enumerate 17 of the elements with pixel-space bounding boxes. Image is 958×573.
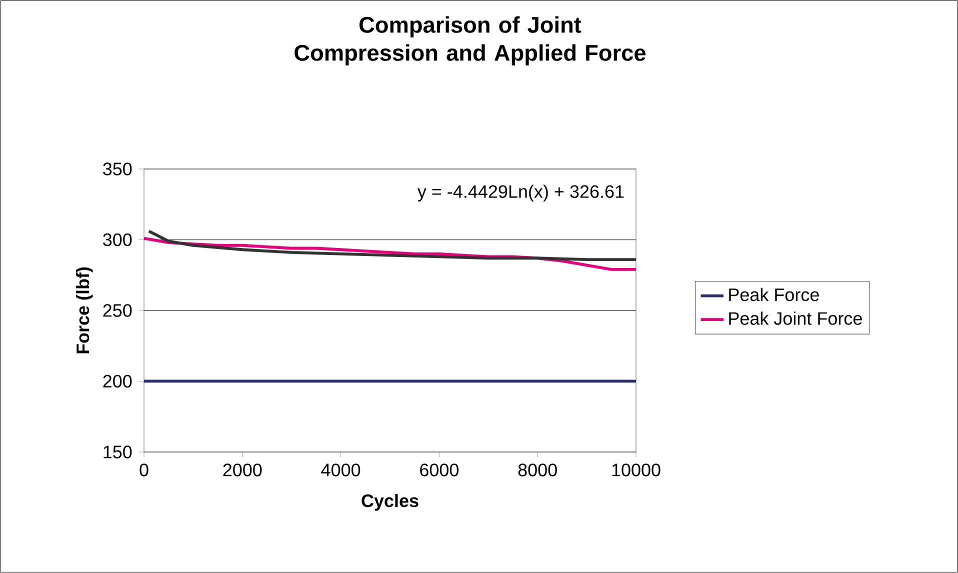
x-tick-label: 4000 <box>321 464 360 476</box>
y-tick-label: 200 <box>103 374 132 388</box>
legend-label: Peak Force <box>729 288 819 302</box>
y-tick-label: 300 <box>103 233 132 246</box>
x-tick-label: 6000 <box>420 464 459 476</box>
annotation: y = -4.4429Ln(x) + 326.61 <box>417 184 624 202</box>
x-tick-label: 8000 <box>518 464 557 476</box>
y-tick-label: 150 <box>104 446 132 458</box>
y-axis-title: Force (lbf) <box>76 267 93 354</box>
y-tick-label: 250 <box>103 304 132 317</box>
x-tick-label: 10000 <box>612 464 660 476</box>
y-tick-label: 350 <box>103 162 132 176</box>
x-tick-label: 0 <box>140 464 148 476</box>
x-axis-title: Cycles <box>362 494 418 511</box>
x-tick-label: 2000 <box>223 464 262 476</box>
chart-title: Comparison of Joint Compression and Applied Force <box>294 16 646 66</box>
legend-label: Peak Joint Force <box>729 312 862 325</box>
